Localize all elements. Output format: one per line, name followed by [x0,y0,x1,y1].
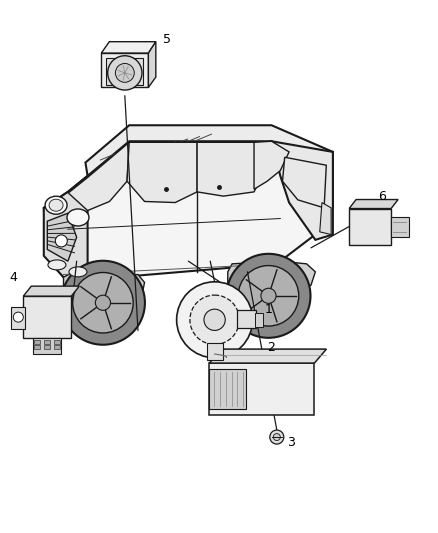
Polygon shape [148,42,156,87]
Circle shape [177,282,253,358]
Circle shape [108,56,142,90]
Text: 3: 3 [287,435,295,449]
Bar [44,345,50,349]
Polygon shape [237,310,256,328]
Polygon shape [228,261,315,298]
Circle shape [270,430,284,444]
Polygon shape [33,338,61,354]
Polygon shape [283,157,326,208]
Text: 4: 4 [9,271,17,284]
Circle shape [273,433,280,441]
Polygon shape [44,141,333,280]
Circle shape [204,309,225,330]
Circle shape [55,235,67,247]
Polygon shape [64,272,145,301]
Polygon shape [44,176,88,280]
Polygon shape [23,286,79,296]
Ellipse shape [49,199,63,211]
Circle shape [95,295,110,310]
Text: 5: 5 [163,33,171,46]
Ellipse shape [69,267,87,277]
Polygon shape [68,142,129,211]
Ellipse shape [45,196,67,214]
Bar [209,369,246,409]
Text: 6: 6 [378,190,386,203]
Polygon shape [101,42,156,53]
Bar [349,208,391,245]
Circle shape [238,265,299,326]
Circle shape [73,272,133,333]
Polygon shape [320,203,331,235]
Polygon shape [106,58,143,85]
Circle shape [13,312,23,322]
Bar [254,313,262,327]
Bar [34,345,40,349]
Bar [11,307,25,329]
Circle shape [61,261,145,345]
Circle shape [226,254,311,338]
Text: 1: 1 [265,303,272,316]
Bar [54,345,60,349]
Polygon shape [272,141,333,240]
Bar [44,340,50,344]
Circle shape [261,288,276,303]
Polygon shape [254,141,289,189]
Polygon shape [391,216,409,237]
Circle shape [115,63,134,82]
Circle shape [190,295,239,344]
Polygon shape [85,125,333,176]
Bar [54,340,60,344]
Ellipse shape [48,260,66,270]
Polygon shape [209,349,326,363]
Polygon shape [197,142,272,196]
Polygon shape [127,142,197,203]
Polygon shape [101,53,148,87]
Bar [34,340,40,344]
Bar [209,363,314,415]
Text: 2: 2 [267,341,275,353]
Polygon shape [207,343,223,360]
Polygon shape [349,199,398,208]
Bar [23,296,71,338]
Polygon shape [47,213,77,261]
Ellipse shape [67,209,89,226]
